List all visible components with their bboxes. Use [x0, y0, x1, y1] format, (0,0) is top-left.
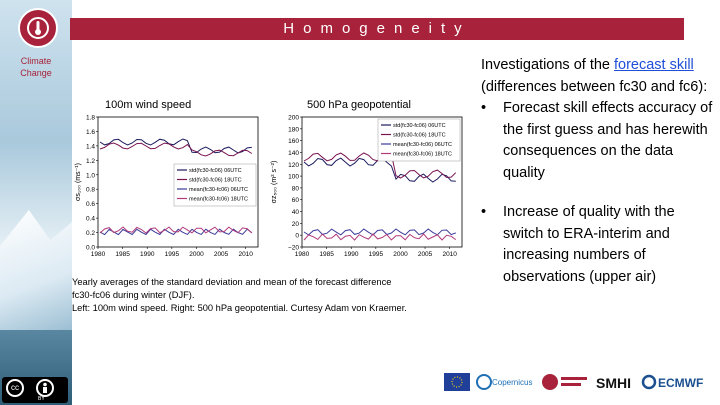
left-y-tick-label: 1.4	[86, 143, 95, 150]
left-y-tick-label: 1.2	[86, 158, 95, 165]
right-y-axis-label: σz₅₀₀ (m² s⁻²)	[271, 161, 278, 204]
left-series-line	[99, 138, 252, 154]
right-y-tick-label: 180	[288, 126, 299, 133]
left-plot: σs₁₀₀ (ms⁻¹) 1.8 1.6 1.4 1.2 1.0 0.8 0.6 0.4 0.2…	[75, 115, 259, 258]
right-y-tick-label: 120	[288, 162, 299, 169]
legend-entry: std(fc30-fc06) 06UTC	[393, 123, 446, 129]
bullet-text-1: Forecast skill effects accuracy of the f…	[503, 100, 713, 181]
left-x-tick-label: 2000	[189, 251, 204, 258]
climate-change-service-logo	[542, 374, 587, 390]
left-legend	[173, 163, 257, 207]
right-y-tick-label: 80	[292, 185, 300, 192]
right-x-tick-label: 1980	[295, 251, 310, 258]
left-y-tick-label: 0.8	[86, 187, 95, 194]
description-text: Investigations of the forecast skill (di…	[481, 55, 713, 288]
bullet-icon: •	[481, 100, 487, 116]
svg-text:Copernicus: Copernicus	[492, 378, 532, 387]
caption-line-1: Yearly averages of the standard deviatio…	[72, 277, 392, 287]
figure-caption: Yearly averages of the standard deviatio…	[72, 276, 482, 315]
left-x-tick-label: 1995	[165, 251, 180, 258]
left-y-tick-label: 1.0	[86, 172, 95, 179]
right-y-tick-label: 60	[292, 197, 300, 204]
legend-entry: std(fc30-fc06) 06UTC	[189, 168, 242, 174]
legend-entry: mean(fc30-fc06) 18UTC	[393, 152, 452, 158]
forecast-skill-link[interactable]: forecast skill	[614, 57, 694, 73]
left-y-axis-label: σs₁₀₀ (ms⁻¹)	[75, 163, 82, 201]
eu-flag-icon	[444, 373, 470, 391]
left-x-tick-label: 1985	[115, 251, 130, 258]
legend-entry: mean(fc30-fc06) 06UTC	[393, 142, 452, 148]
forecast-difference-figure: σs₁₀₀ (ms⁻¹) 1.8 1.6 1.4 1.2 1.0 0.8 0.6 0.4 0.2…	[75, 115, 463, 258]
sidebar-label: Climate Change	[20, 56, 52, 78]
intro-paragraph: Investigations of the forecast skill (di…	[481, 55, 713, 98]
sidebar-background	[0, 0, 72, 405]
cc-icon: cc	[6, 379, 24, 397]
left-x-tick-label: 1990	[140, 251, 155, 258]
climate-change-logo-icon	[18, 8, 58, 48]
caption-line-3: Left: 100m wind speed. Right: 500 hPa ge…	[72, 303, 407, 313]
right-x-tick-label: 2000	[393, 251, 408, 258]
right-y-tick-label: 140	[288, 150, 299, 157]
svg-text:ECMWF: ECMWF	[658, 376, 703, 390]
legend-entry: mean(fc30-fc06) 18UTC	[189, 197, 248, 203]
left-y-tick-label: 0.0	[86, 245, 95, 252]
right-x-tick-label: 2005	[418, 251, 433, 258]
left-y-tick-label: 1.6	[86, 129, 95, 136]
by-person-icon	[36, 379, 54, 397]
cc-by-label: BY	[38, 396, 45, 402]
right-y-tick-label: 40	[292, 209, 300, 216]
left-y-tick-label: 0.4	[86, 216, 95, 223]
ecmwf-logo: ECMWF	[641, 374, 703, 390]
creative-commons-badge: cc BY	[2, 377, 68, 403]
right-x-tick-label: 1995	[369, 251, 384, 258]
right-x-tick-label: 1990	[344, 251, 359, 258]
title-bar: Homogeneity	[70, 18, 684, 40]
left-series-line	[99, 142, 253, 157]
page-title: Homogeneity	[283, 20, 471, 37]
right-legend	[377, 118, 461, 162]
left-y-tick-label: 0.2	[86, 230, 95, 237]
legend-entry: std(fc30-fc06) 18UTC	[393, 133, 446, 139]
left-x-tick-label: 1980	[91, 251, 106, 258]
right-y-tick-label: 100	[288, 174, 299, 181]
right-plot: σz₅₀₀ (m² s⁻²) 2001801601401201008060402…	[271, 115, 463, 258]
right-series-line	[303, 233, 457, 241]
left-y-tick-label: 0.6	[86, 201, 95, 208]
partner-logos: Copernicus SMHI ECMWF	[444, 373, 703, 391]
right-y-tick-label: 20	[292, 221, 300, 228]
right-plot-label: 500 hPa geopotential	[307, 99, 411, 111]
right-y-tick-label: 0	[295, 233, 299, 240]
bullet-icon: •	[481, 204, 487, 220]
legend-entry: mean(fc30-fc06) 06UTC	[189, 187, 248, 193]
left-plot-label: 100m wind speed	[105, 99, 192, 111]
smhi-logo: SMHI	[596, 375, 631, 391]
intro-suffix: (differences between fc30 and fc6):	[481, 78, 708, 95]
right-y-tick-label: 160	[288, 138, 299, 145]
right-y-tick-label: 200	[288, 115, 299, 122]
caption-line-2: fc30-fc06 during winter (DJF).	[72, 290, 195, 300]
left-x-tick-label: 2005	[214, 251, 229, 258]
right-x-tick-label: 2010	[442, 251, 457, 258]
legend-entry: std(fc30-fc06) 18UTC	[189, 178, 242, 184]
left-x-tick-label: 2010	[238, 251, 253, 258]
right-y-tick-label: −20	[288, 245, 299, 252]
bullet-item-2: • Increase of quality with the switch to…	[481, 202, 713, 288]
intro-prefix: Investigations of the	[481, 57, 614, 73]
left-y-tick-label: 1.8	[86, 115, 95, 122]
copernicus-logo: Copernicus	[476, 374, 532, 390]
left-series-line	[99, 226, 253, 234]
bullet-item-1: • Forecast skill effects accuracy of the…	[481, 98, 713, 184]
right-series-line	[303, 228, 456, 236]
bullet-text-2: Increase of quality with the switch to E…	[503, 204, 675, 285]
right-x-tick-label: 1985	[319, 251, 334, 258]
